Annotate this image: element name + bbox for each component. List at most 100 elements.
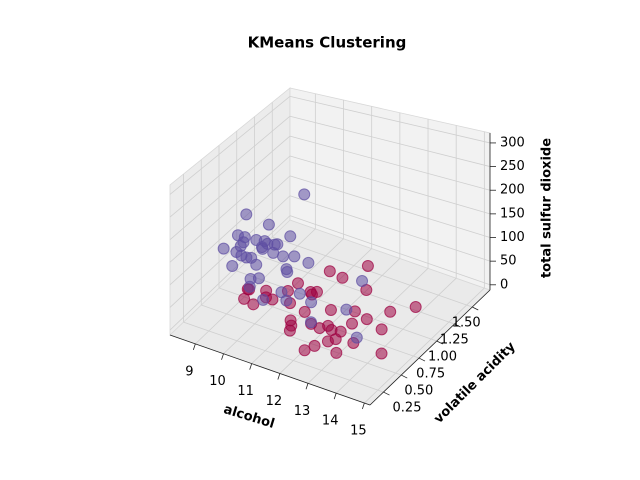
point (360, 313, 373, 326)
chart-title: KMeans Clustering (248, 34, 407, 52)
z-tick-label: 0 (500, 277, 508, 292)
y-tick-label: 0.25 (393, 401, 422, 416)
point (280, 263, 293, 276)
grid-line (169, 175, 291, 286)
y-tick-label: 1.00 (428, 350, 457, 365)
point (304, 316, 317, 329)
point (230, 246, 243, 259)
grid-line (289, 95, 491, 144)
y-tick-label: 0.50 (404, 384, 433, 399)
point (305, 296, 318, 309)
point (245, 251, 258, 264)
z-tick-label: 50 (500, 254, 517, 269)
grid-line (272, 236, 473, 308)
point (375, 323, 388, 336)
point (361, 259, 374, 272)
point (346, 317, 359, 330)
x-tick (192, 343, 196, 350)
point (252, 272, 265, 285)
point (217, 242, 230, 255)
point (298, 188, 311, 201)
point (308, 339, 321, 352)
point (330, 346, 343, 359)
point (238, 292, 251, 305)
grid-line (169, 215, 291, 331)
x-tick-label: 11 (237, 384, 254, 399)
point (247, 298, 260, 311)
point (384, 305, 397, 318)
point (293, 287, 306, 300)
grid-line (364, 287, 485, 404)
point (409, 300, 422, 313)
point (298, 344, 311, 357)
x-tick (333, 393, 337, 400)
y-tick (472, 306, 479, 311)
point (356, 274, 369, 287)
y-tick (401, 374, 408, 379)
point (262, 218, 275, 231)
point (240, 208, 253, 221)
point (243, 280, 256, 293)
point (280, 294, 293, 307)
point (238, 231, 251, 244)
z-tick-label: 200 (500, 183, 525, 198)
grid-line (289, 215, 491, 286)
y-tick (383, 391, 390, 396)
grid-line (201, 304, 402, 376)
point (321, 335, 334, 348)
grid-line (289, 135, 491, 191)
x-tick (277, 373, 281, 380)
x-tick (221, 353, 224, 360)
y-tick-label: 1.50 (452, 316, 481, 331)
point (302, 256, 315, 269)
y-tick (436, 340, 443, 345)
point (291, 277, 304, 290)
point (375, 347, 388, 360)
point (288, 250, 301, 263)
y-tick-label: 0.75 (416, 367, 445, 382)
grid-line (236, 270, 437, 342)
grid-line (289, 155, 491, 215)
point (277, 250, 290, 263)
y-tick (454, 323, 461, 328)
grid-line (183, 321, 384, 393)
z-axis-label: total sulfur dioxide (540, 138, 555, 278)
point (285, 319, 298, 332)
point (226, 260, 239, 273)
point (298, 305, 311, 318)
grid-line (289, 175, 491, 238)
x-tick (361, 402, 365, 410)
grid-line (169, 135, 291, 240)
point (324, 304, 337, 317)
point (261, 237, 274, 250)
grid-line (279, 258, 401, 374)
x-axis-line (169, 334, 371, 406)
z-tick-label: 150 (500, 206, 525, 221)
point (350, 331, 363, 344)
y-axis-line (369, 289, 491, 406)
point (340, 303, 353, 316)
x-tick (249, 363, 253, 370)
grid-line (289, 115, 491, 167)
x-tick-label: 13 (294, 404, 311, 419)
x-tick-label: 12 (266, 394, 283, 409)
x-tick-label: 10 (209, 374, 226, 389)
point (284, 230, 297, 243)
grid-line (335, 277, 457, 394)
point (323, 265, 336, 278)
x-tick-label: 14 (322, 414, 339, 429)
point (257, 293, 270, 306)
y-tick (418, 357, 426, 362)
z-tick-label: 100 (500, 230, 525, 245)
y-tick-label: 1.25 (440, 333, 469, 348)
point (336, 271, 349, 284)
grid-line (289, 195, 491, 262)
x-tick-label: 15 (350, 424, 367, 439)
grid-line (307, 268, 429, 384)
grid-line (169, 115, 291, 218)
x-tick (305, 383, 309, 390)
point (271, 238, 284, 251)
grid-line (169, 195, 291, 308)
